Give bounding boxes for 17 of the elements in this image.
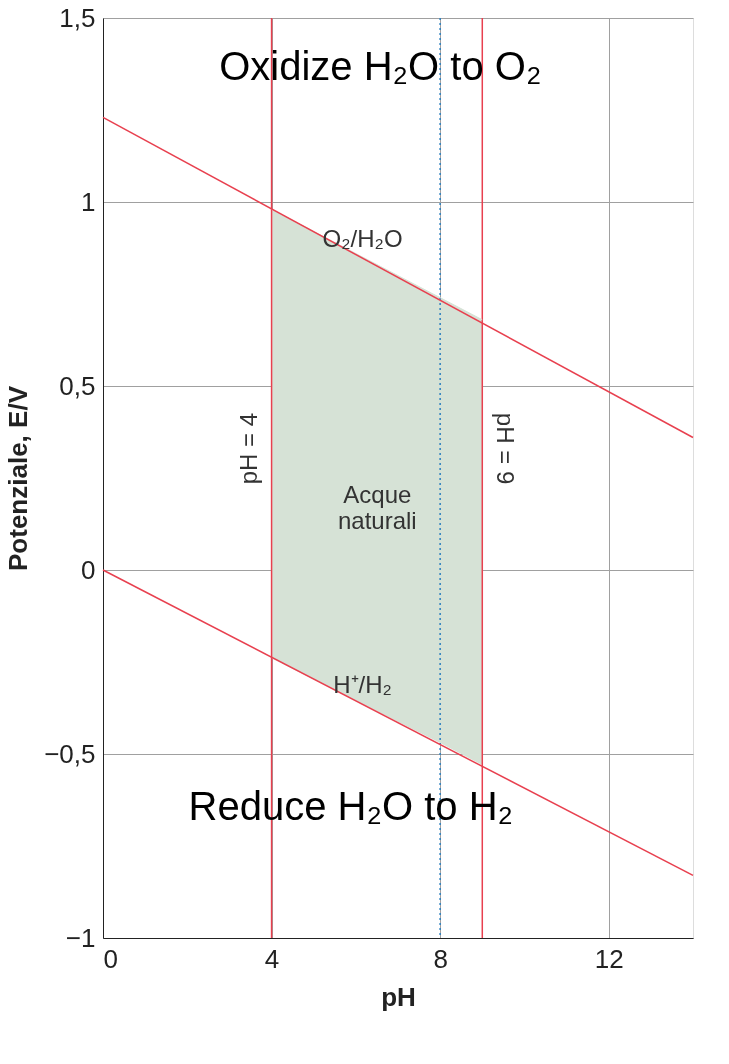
ref-line-label: pH = 9	[492, 412, 520, 485]
y-axis-title: Potenziale, E/V	[3, 385, 34, 571]
x-tick-label: 12	[594, 943, 624, 974]
y-tick-label: 1	[81, 186, 96, 217]
x-tick-label: 0	[103, 943, 118, 974]
y-tick-label: −0,5	[44, 738, 96, 769]
series-label: H⁺/H₂	[333, 671, 392, 699]
y-tick-label: 0,5	[59, 370, 96, 401]
x-tick-label: 8	[433, 943, 448, 974]
annotation: Acque naturali	[337, 481, 417, 534]
ref-line-label: pH = 4	[234, 412, 262, 485]
x-tick-label: 4	[264, 943, 280, 974]
series-label: O₂/H₂O	[322, 225, 403, 253]
y-tick-label: 1,5	[59, 2, 96, 33]
y-tick-label: 0	[81, 554, 96, 585]
y-tick-label: −1	[65, 922, 96, 953]
x-axis-title: pH	[381, 981, 416, 1012]
